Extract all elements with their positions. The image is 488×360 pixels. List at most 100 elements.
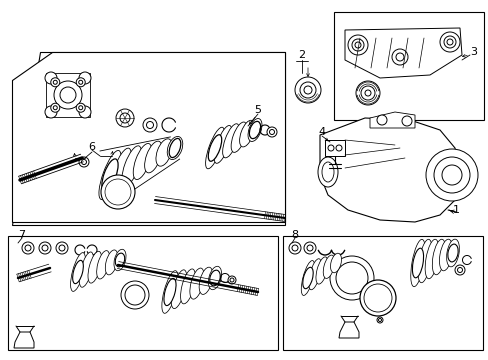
Circle shape [401, 116, 411, 126]
Ellipse shape [115, 253, 124, 267]
Ellipse shape [99, 150, 121, 199]
Text: 3: 3 [469, 47, 476, 57]
Circle shape [294, 77, 320, 103]
Ellipse shape [424, 239, 438, 279]
Ellipse shape [171, 270, 186, 309]
Ellipse shape [447, 244, 457, 262]
Ellipse shape [439, 239, 451, 271]
Circle shape [227, 276, 236, 284]
Ellipse shape [431, 239, 445, 275]
Ellipse shape [156, 139, 172, 166]
Text: 8: 8 [291, 230, 298, 240]
Ellipse shape [249, 121, 260, 139]
Circle shape [76, 103, 85, 112]
Circle shape [45, 72, 57, 84]
Polygon shape [46, 73, 90, 117]
Ellipse shape [446, 239, 458, 267]
Circle shape [39, 242, 51, 254]
Ellipse shape [102, 159, 118, 191]
Ellipse shape [70, 253, 85, 291]
Circle shape [425, 149, 477, 201]
Circle shape [354, 42, 360, 48]
Ellipse shape [330, 253, 341, 273]
Circle shape [299, 82, 315, 98]
Circle shape [433, 157, 469, 193]
Circle shape [443, 36, 455, 48]
Polygon shape [14, 332, 34, 348]
Circle shape [22, 242, 34, 254]
Ellipse shape [169, 139, 181, 158]
Ellipse shape [417, 239, 431, 283]
Ellipse shape [97, 251, 109, 279]
Circle shape [376, 317, 382, 323]
Circle shape [391, 49, 407, 65]
Circle shape [364, 90, 370, 96]
Circle shape [454, 265, 464, 275]
Ellipse shape [88, 251, 102, 283]
Circle shape [76, 78, 85, 87]
Ellipse shape [101, 175, 135, 209]
Ellipse shape [144, 141, 162, 173]
Circle shape [51, 78, 60, 87]
Circle shape [54, 81, 82, 109]
Circle shape [79, 106, 91, 118]
Bar [283, 236, 482, 350]
Circle shape [142, 118, 157, 132]
Circle shape [327, 145, 333, 151]
Ellipse shape [167, 136, 183, 159]
Ellipse shape [301, 261, 314, 296]
Text: 7: 7 [19, 230, 25, 240]
Ellipse shape [79, 252, 93, 287]
Circle shape [376, 115, 386, 125]
Ellipse shape [302, 267, 312, 289]
Bar [333, 12, 483, 120]
Ellipse shape [199, 267, 212, 294]
Ellipse shape [410, 239, 425, 287]
Circle shape [360, 86, 374, 100]
Ellipse shape [110, 148, 131, 193]
Circle shape [229, 278, 234, 282]
Ellipse shape [321, 162, 333, 182]
Ellipse shape [247, 118, 262, 141]
Circle shape [120, 113, 130, 123]
Ellipse shape [162, 271, 178, 313]
Ellipse shape [317, 157, 337, 187]
Circle shape [288, 242, 301, 254]
Ellipse shape [133, 144, 151, 180]
Ellipse shape [411, 248, 423, 278]
Text: 6: 6 [88, 142, 95, 152]
Circle shape [45, 106, 57, 118]
Text: 5: 5 [254, 105, 261, 115]
Circle shape [79, 157, 89, 167]
Polygon shape [12, 52, 285, 225]
Ellipse shape [105, 179, 131, 205]
Circle shape [355, 81, 379, 105]
Circle shape [59, 245, 65, 251]
Circle shape [329, 256, 373, 300]
Circle shape [291, 245, 297, 251]
Circle shape [116, 109, 134, 127]
Circle shape [351, 39, 363, 51]
Circle shape [347, 35, 367, 55]
Ellipse shape [105, 250, 118, 275]
Text: 4: 4 [318, 127, 325, 137]
Ellipse shape [163, 278, 176, 306]
Circle shape [60, 87, 76, 103]
Circle shape [51, 103, 60, 112]
Ellipse shape [180, 269, 195, 304]
Circle shape [439, 32, 459, 52]
Ellipse shape [73, 260, 83, 284]
Ellipse shape [315, 257, 327, 284]
Polygon shape [338, 322, 358, 338]
Polygon shape [345, 28, 461, 78]
Ellipse shape [114, 249, 126, 271]
Ellipse shape [359, 280, 395, 316]
Polygon shape [369, 112, 414, 128]
Circle shape [53, 80, 57, 84]
Text: 1: 1 [451, 205, 459, 215]
Ellipse shape [208, 266, 221, 290]
Ellipse shape [231, 122, 246, 152]
Circle shape [53, 106, 57, 110]
Circle shape [395, 53, 403, 61]
Circle shape [146, 122, 153, 129]
